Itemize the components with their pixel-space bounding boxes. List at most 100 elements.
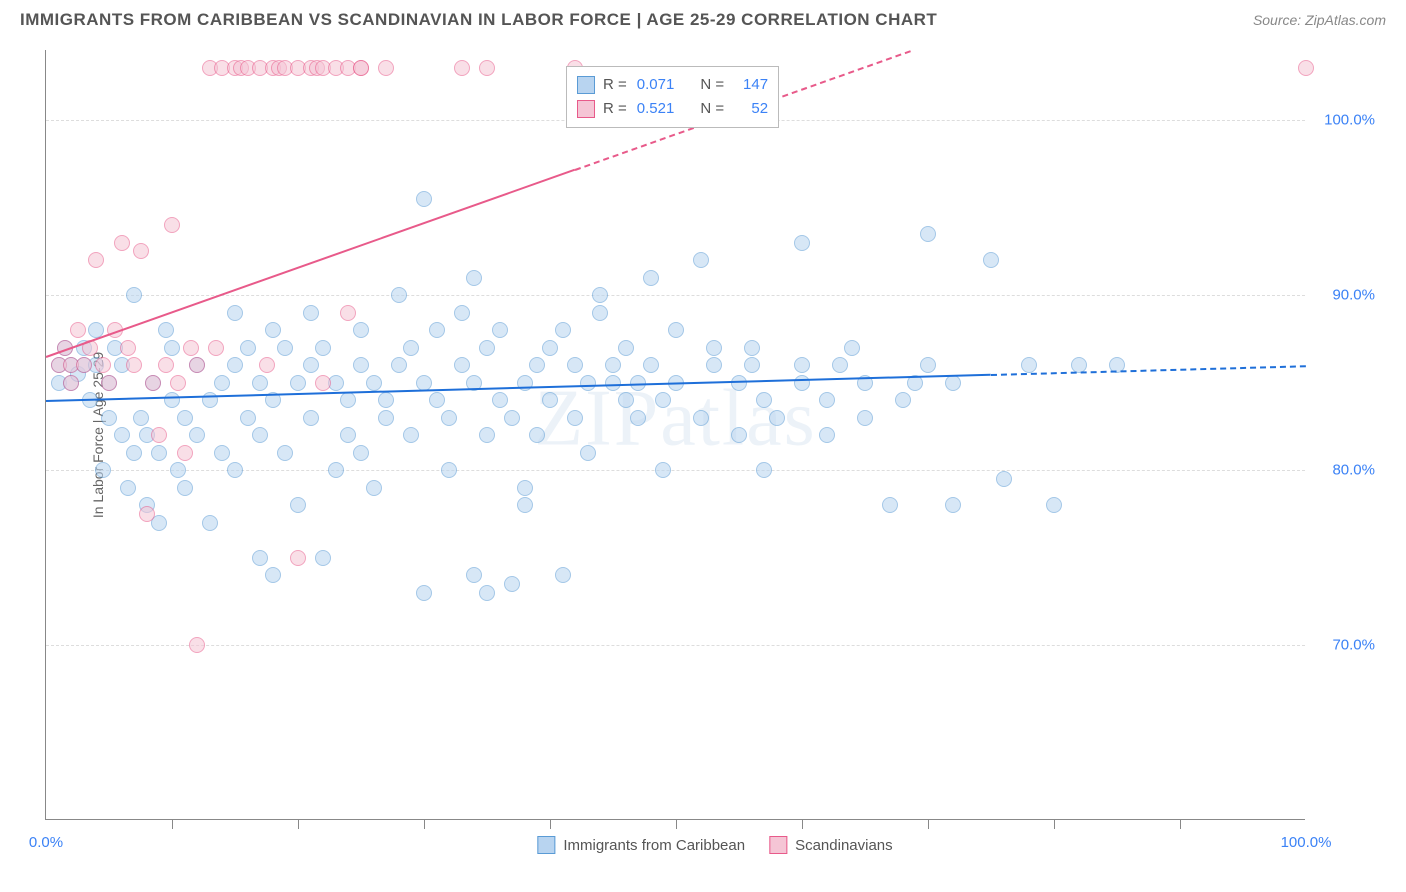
scatter-point <box>177 480 193 496</box>
scatter-point <box>895 392 911 408</box>
scatter-point <box>95 462 111 478</box>
scatter-point <box>95 357 111 373</box>
scatter-point <box>706 340 722 356</box>
scatter-point <box>479 427 495 443</box>
r-value: 0.521 <box>637 97 675 121</box>
scatter-point <box>618 392 634 408</box>
scatter-point <box>214 375 230 391</box>
scatter-point <box>605 375 621 391</box>
scatter-point <box>76 357 92 373</box>
scatter-point <box>303 305 319 321</box>
scatter-point <box>202 515 218 531</box>
scatter-point <box>120 340 136 356</box>
scatter-point <box>479 60 495 76</box>
trend-line <box>991 365 1306 376</box>
y-tick-label: 100.0% <box>1315 112 1375 129</box>
scatter-point <box>1046 497 1062 513</box>
scatter-point <box>832 357 848 373</box>
scatter-point <box>466 270 482 286</box>
scatter-point <box>592 287 608 303</box>
scatter-point <box>731 427 747 443</box>
x-tick <box>424 819 425 829</box>
scatter-point <box>454 357 470 373</box>
grid-line <box>46 645 1305 646</box>
legend-stats-box: R =0.071N =147R =0.521N =52 <box>566 66 779 128</box>
scatter-point <box>466 567 482 583</box>
grid-line <box>46 295 1305 296</box>
x-tick-label: 0.0% <box>29 834 63 851</box>
scatter-point <box>630 410 646 426</box>
scatter-point <box>857 410 873 426</box>
scatter-point <box>70 322 86 338</box>
scatter-point <box>378 60 394 76</box>
scatter-point <box>529 357 545 373</box>
y-tick-label: 70.0% <box>1315 637 1375 654</box>
scatter-point <box>416 375 432 391</box>
scatter-point <box>580 445 596 461</box>
scatter-point <box>259 357 275 373</box>
scatter-point <box>114 427 130 443</box>
scatter-point <box>391 287 407 303</box>
scatter-point <box>504 410 520 426</box>
scatter-point <box>177 410 193 426</box>
scatter-point <box>794 375 810 391</box>
scatter-point <box>315 375 331 391</box>
chart-source: Source: ZipAtlas.com <box>1253 12 1386 28</box>
scatter-point <box>1021 357 1037 373</box>
scatter-point <box>164 217 180 233</box>
scatter-point <box>492 392 508 408</box>
scatter-point <box>454 60 470 76</box>
scatter-point <box>567 410 583 426</box>
scatter-point <box>756 462 772 478</box>
scatter-point <box>290 550 306 566</box>
scatter-point <box>454 305 470 321</box>
scatter-point <box>88 252 104 268</box>
scatter-point <box>126 445 142 461</box>
scatter-point <box>769 410 785 426</box>
scatter-point <box>416 585 432 601</box>
scatter-point <box>114 235 130 251</box>
scatter-point <box>101 375 117 391</box>
scatter-point <box>315 340 331 356</box>
scatter-point <box>353 60 369 76</box>
legend-item: Scandinavians <box>769 836 893 854</box>
scatter-point <box>592 305 608 321</box>
plot-area: ZIPatlas 70.0%80.0%90.0%100.0%0.0%100.0%… <box>45 50 1305 820</box>
r-label: R = <box>603 73 627 97</box>
scatter-point <box>158 357 174 373</box>
scatter-point <box>265 567 281 583</box>
scatter-point <box>227 305 243 321</box>
legend-swatch <box>577 100 595 118</box>
scatter-point <box>492 322 508 338</box>
scatter-point <box>945 497 961 513</box>
chart-title: IMMIGRANTS FROM CARIBBEAN VS SCANDINAVIA… <box>20 10 937 30</box>
scatter-point <box>126 357 142 373</box>
scatter-point <box>920 357 936 373</box>
scatter-point <box>340 305 356 321</box>
legend-label: Immigrants from Caribbean <box>563 837 745 854</box>
scatter-point <box>120 480 136 496</box>
scatter-point <box>240 410 256 426</box>
legend-swatch <box>537 836 555 854</box>
scatter-point <box>668 322 684 338</box>
scatter-point <box>158 322 174 338</box>
scatter-point <box>214 445 230 461</box>
scatter-point <box>227 462 243 478</box>
scatter-point <box>643 357 659 373</box>
scatter-point <box>170 375 186 391</box>
x-tick-label: 100.0% <box>1281 834 1332 851</box>
scatter-point <box>189 357 205 373</box>
legend-stats-row: R =0.071N =147 <box>577 73 768 97</box>
x-tick <box>1054 819 1055 829</box>
scatter-point <box>340 427 356 443</box>
scatter-point <box>315 550 331 566</box>
scatter-point <box>429 322 445 338</box>
chart-container: In Labor Force | Age 25-29 ZIPatlas 70.0… <box>45 50 1385 820</box>
y-tick-label: 90.0% <box>1315 287 1375 304</box>
scatter-point <box>693 410 709 426</box>
scatter-point <box>618 340 634 356</box>
scatter-point <box>303 410 319 426</box>
scatter-point <box>277 340 293 356</box>
x-tick <box>802 819 803 829</box>
scatter-point <box>353 445 369 461</box>
